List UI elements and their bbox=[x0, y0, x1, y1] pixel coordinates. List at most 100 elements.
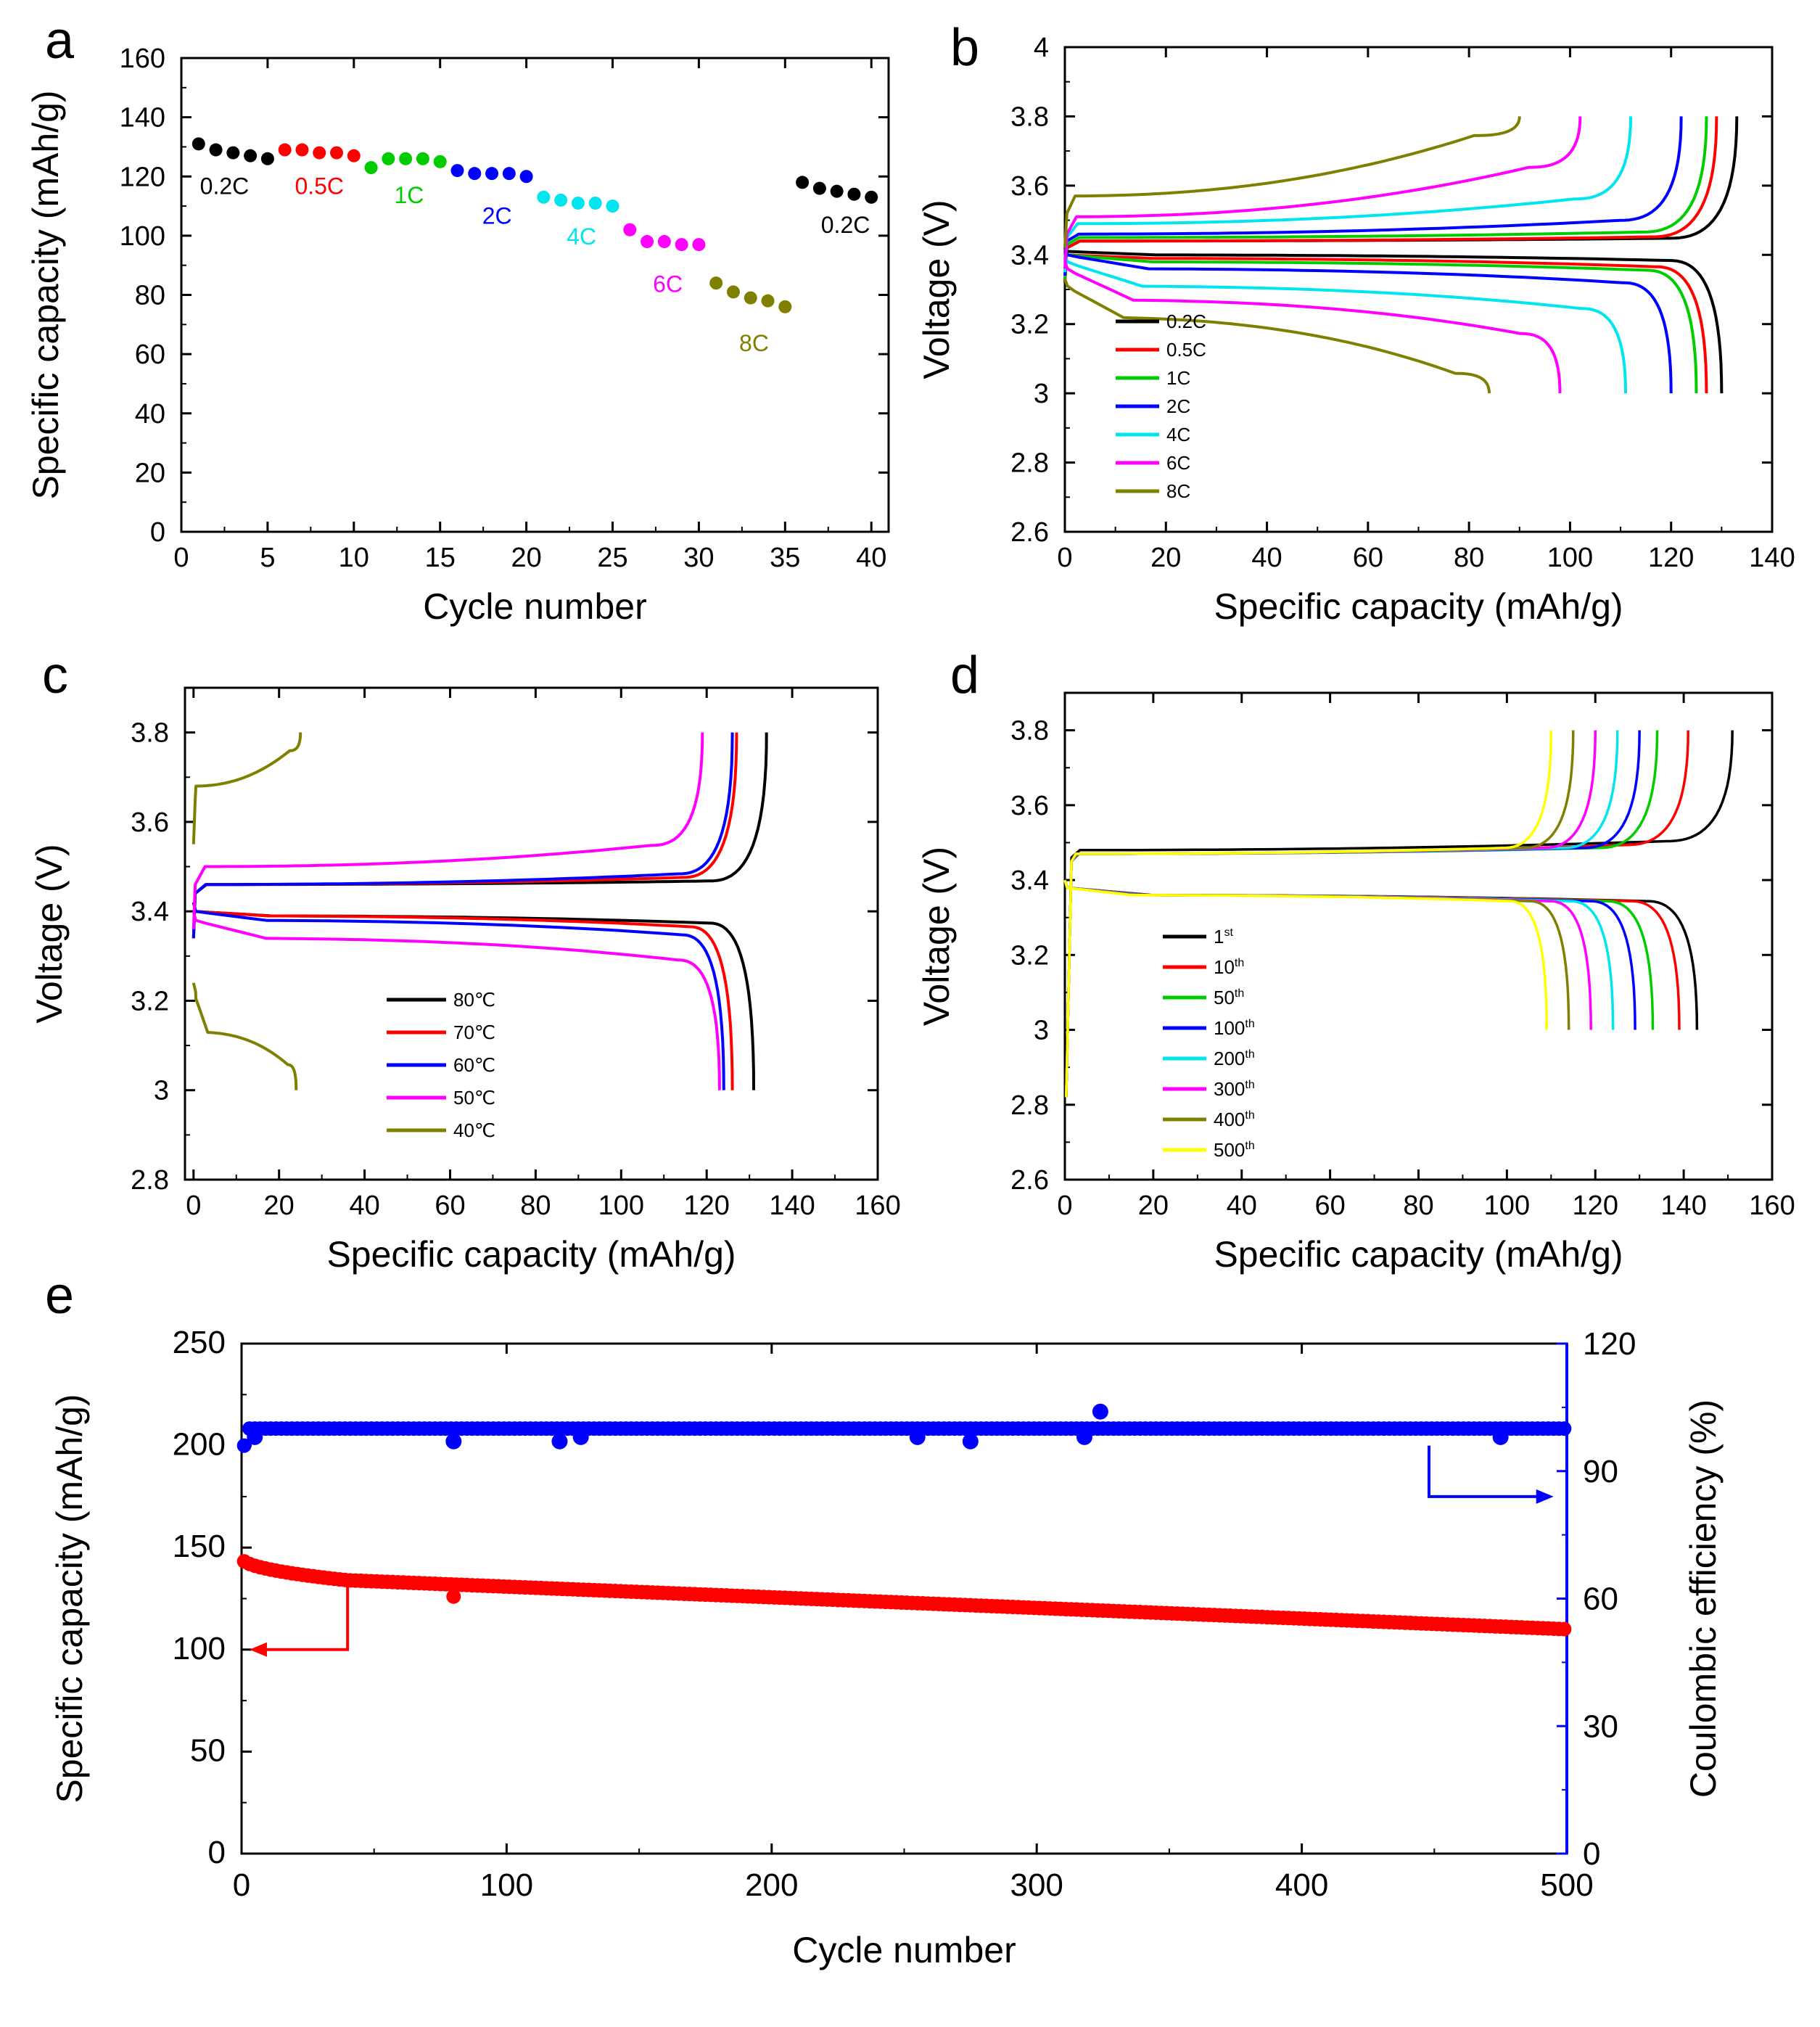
x-tick-label: 80 bbox=[1454, 543, 1484, 573]
rate-label: 2C bbox=[482, 203, 512, 229]
legend-label: 10th bbox=[1214, 956, 1244, 978]
data-point bbox=[278, 143, 292, 157]
charge-curve bbox=[1065, 730, 1734, 1098]
x-axis-title: Specific capacity (mAh/g) bbox=[326, 1234, 736, 1275]
y-tick-label: 3 bbox=[1034, 379, 1049, 409]
legend-label: 8C bbox=[1166, 480, 1190, 502]
x-axis-title: Specific capacity (mAh/g) bbox=[1214, 1234, 1623, 1275]
x-tick-label: 100 bbox=[1484, 1191, 1530, 1221]
data-point bbox=[778, 300, 792, 313]
discharge-curve bbox=[192, 902, 725, 1090]
data-point bbox=[623, 223, 637, 237]
capacity-point bbox=[1557, 1621, 1572, 1637]
y-tick-label: 3.2 bbox=[131, 986, 169, 1016]
data-point bbox=[744, 291, 757, 305]
x-tick-label: 20 bbox=[1138, 1191, 1169, 1221]
y-tick-label: 4 bbox=[1034, 33, 1049, 63]
charge-curve bbox=[1063, 116, 1718, 283]
x-tick-label: 120 bbox=[1648, 543, 1694, 573]
data-point bbox=[450, 164, 464, 178]
x-tick-label: 60 bbox=[1314, 1191, 1345, 1221]
x-tick-label: 300 bbox=[1010, 1867, 1063, 1903]
plot-frame bbox=[184, 686, 879, 1181]
y-tick-label: 3.4 bbox=[1010, 240, 1049, 271]
y-tick-label: 0 bbox=[150, 517, 165, 548]
legend-label: 1C bbox=[1166, 367, 1190, 389]
efficiency-point bbox=[909, 1428, 926, 1445]
data-point bbox=[347, 149, 361, 163]
data-point bbox=[364, 161, 378, 175]
data-point bbox=[796, 176, 810, 189]
y-tick-label: 140 bbox=[120, 103, 165, 133]
legend-label: 500th bbox=[1214, 1139, 1255, 1161]
x-tick-label: 500 bbox=[1540, 1867, 1593, 1903]
discharge-curve bbox=[1063, 879, 1615, 1030]
efficiency-point bbox=[1076, 1428, 1092, 1445]
y-tick-label: 3 bbox=[1034, 1016, 1049, 1046]
x-tick-label: 0 bbox=[1057, 1191, 1072, 1221]
x-tick-label: 140 bbox=[1749, 543, 1795, 573]
x-tick-label: 40 bbox=[1251, 543, 1282, 573]
data-point bbox=[226, 146, 240, 160]
capacity-arrow-head bbox=[249, 1642, 267, 1657]
data-point bbox=[657, 235, 671, 249]
data-point bbox=[295, 143, 309, 157]
capacity-axis-arrow bbox=[265, 1574, 350, 1651]
discharge-curve bbox=[1063, 879, 1636, 1030]
y-tick-label: 0 bbox=[208, 1835, 226, 1870]
y-tick-label: 3.6 bbox=[1010, 791, 1049, 821]
y-axis-title: Voltage (V) bbox=[916, 847, 957, 1026]
charge-curve bbox=[1065, 730, 1575, 1098]
charge-curve bbox=[1065, 730, 1619, 1098]
capacity-point bbox=[446, 1589, 461, 1604]
data-point bbox=[260, 152, 274, 165]
legend-label: 1st bbox=[1214, 926, 1233, 947]
x-tick-label: 100 bbox=[480, 1867, 533, 1903]
rate-label: 6C bbox=[653, 271, 683, 297]
y-tick-label: 80 bbox=[135, 281, 165, 311]
x-tick-label: 400 bbox=[1275, 1867, 1328, 1903]
data-point bbox=[692, 238, 706, 252]
data-point bbox=[399, 152, 413, 165]
x-tick-label: 0 bbox=[1057, 543, 1072, 573]
data-point bbox=[606, 200, 619, 213]
charge-curve bbox=[1063, 116, 1708, 279]
y-tick-label: 50 bbox=[190, 1732, 226, 1768]
x-tick-label: 120 bbox=[683, 1191, 729, 1221]
y2-axis-title: Coulombic efficiency (%) bbox=[1683, 1399, 1724, 1798]
x-tick-label: 160 bbox=[1749, 1191, 1795, 1221]
rate-label: 0.5C bbox=[295, 173, 344, 200]
efficiency-point bbox=[551, 1433, 568, 1450]
plot-frame bbox=[180, 57, 890, 533]
x-tick-label: 0 bbox=[233, 1867, 250, 1903]
rate-label: 0.2C bbox=[821, 212, 870, 238]
data-point bbox=[847, 187, 861, 201]
data-point bbox=[709, 276, 723, 290]
legend-label: 6C bbox=[1166, 452, 1190, 474]
legend-label: 300th bbox=[1214, 1078, 1255, 1100]
y-tick-label: 20 bbox=[135, 458, 165, 488]
y-axis-title: Voltage (V) bbox=[916, 200, 957, 379]
y-tick-label: 150 bbox=[173, 1529, 226, 1564]
data-point bbox=[519, 170, 533, 184]
discharge-curve bbox=[1063, 879, 1570, 1030]
data-point bbox=[416, 152, 429, 165]
data-point bbox=[502, 167, 516, 181]
x-tick-label: 0 bbox=[186, 1191, 201, 1221]
rate-label: 1C bbox=[394, 182, 424, 208]
data-point bbox=[382, 152, 395, 165]
y-axis-title: Specific capacity (mAh/g) bbox=[25, 90, 66, 499]
discharge-curve bbox=[1063, 247, 1698, 394]
data-point bbox=[330, 146, 344, 160]
y-tick-label: 60 bbox=[135, 340, 165, 370]
y-tick-label: 3.6 bbox=[1010, 171, 1049, 202]
y-tick-label: 100 bbox=[173, 1631, 226, 1666]
panel-c-chart: 0 20 40 60 80 100 120 140 160 2.8 3 3.2 3.4 3.6 3.8 Spe… bbox=[29, 686, 901, 1275]
panel-label-d: d bbox=[950, 646, 979, 704]
x-tick-label: 15 bbox=[425, 543, 456, 573]
legend-label: 200th bbox=[1214, 1048, 1255, 1069]
charge-curve bbox=[1063, 116, 1521, 248]
rate-label: 8C bbox=[739, 330, 769, 356]
